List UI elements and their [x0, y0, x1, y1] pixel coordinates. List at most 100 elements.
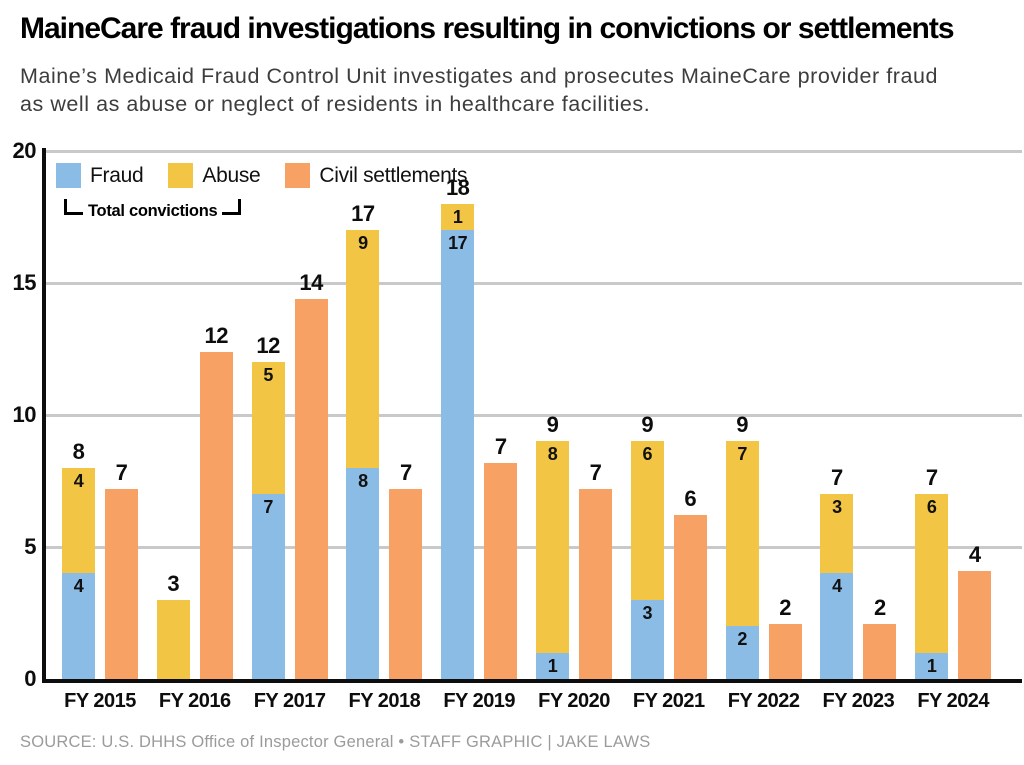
fraud-value-label: 4 — [832, 576, 842, 597]
bracket-right-line — [222, 199, 231, 215]
fraud-value-label: 2 — [737, 629, 747, 650]
civil-settlements-bar — [389, 488, 423, 679]
fraud-segment — [536, 652, 569, 679]
category-label: FY 2020 — [538, 690, 610, 712]
stacked-bar — [915, 494, 949, 679]
civil-settlements-bar — [863, 623, 897, 679]
stacked-bar — [346, 230, 380, 679]
civil-settlements-bar — [768, 623, 802, 679]
stacked-bar — [156, 599, 190, 679]
gridline — [46, 545, 1022, 549]
civil-settlements-label: 4 — [968, 541, 981, 567]
fraud-segment — [725, 626, 759, 679]
y-tick-label: 0 — [24, 666, 36, 691]
stacked-bar — [441, 203, 475, 679]
stacked-bar — [251, 362, 285, 679]
total-convictions-label: 8 — [72, 438, 85, 464]
bracket-label: Total convictions — [88, 202, 218, 220]
abuse-value-label: 5 — [263, 365, 273, 386]
civil-settlements-label: 7 — [494, 433, 507, 459]
civil-settlements-bar — [484, 462, 518, 679]
fraud-segment — [441, 230, 475, 679]
gridline — [46, 149, 1022, 153]
fraud-segment — [820, 573, 854, 679]
gridline — [46, 413, 1022, 417]
civil-settlements-bar — [958, 570, 992, 679]
abuse-segment — [156, 599, 190, 679]
abuse-segment — [536, 441, 569, 653]
total-convictions-label: 7 — [831, 465, 843, 491]
fraud-value-label: 1 — [547, 655, 558, 676]
fraud-value-label: 4 — [73, 576, 84, 597]
category-label: FY 2015 — [64, 690, 136, 712]
category-label: FY 2019 — [443, 690, 516, 712]
abuse-segment — [820, 494, 854, 574]
fraud-segment — [346, 467, 380, 679]
chart-subtitle: Maine’s Medicaid Fraud Control Unit inve… — [20, 64, 938, 117]
page-title: MaineCare fraud investigations resulting… — [20, 12, 955, 45]
abuse-value-label: 7 — [737, 444, 747, 465]
civil-settlements-label: 7 — [115, 459, 128, 485]
y-tick-label: 5 — [24, 534, 36, 559]
abuse-segment — [725, 441, 759, 627]
abuse-segment — [346, 230, 380, 468]
fraud-segment — [915, 652, 949, 679]
civil-settlements-label: 6 — [684, 486, 697, 512]
bracket-left-line — [75, 199, 83, 215]
fraud-swatch-icon — [56, 163, 81, 188]
fraud-value-label: 1 — [926, 655, 937, 676]
abuse-value-label: 3 — [832, 497, 842, 518]
civil-settlements-label: 2 — [874, 594, 886, 620]
civil-settlements-bar — [579, 488, 612, 679]
plot-area: 8 4 4 7 3 12 12 5 7 14 17 9 8 7 18 1 17 7 9 8 1 7 9 6 3 6 9 7 2 2 7 3 4 2… — [46, 149, 1022, 679]
fraud-segment — [62, 573, 95, 679]
total-convictions-label: 7 — [925, 465, 938, 491]
y-tick-label: 20 — [12, 138, 37, 163]
category-label: FY 2024 — [917, 690, 990, 712]
abuse-value-label: 9 — [358, 233, 368, 254]
total-convictions-label: 18 — [445, 174, 470, 200]
abuse-value-label: 8 — [547, 444, 558, 465]
category-label: FY 2022 — [727, 690, 800, 712]
stacked-bar — [725, 441, 759, 679]
bracket-left-corner-icon — [64, 199, 75, 215]
category-label: FY 2018 — [348, 690, 421, 712]
total-convictions-label: 12 — [256, 333, 280, 359]
fraud-segment — [630, 599, 664, 679]
total-convictions-label: 3 — [167, 570, 180, 596]
abuse-value-label: 4 — [73, 470, 84, 491]
civil-settlements-bar — [105, 488, 138, 679]
abuse-value-label: 6 — [926, 497, 937, 518]
y-axis-line — [42, 148, 46, 683]
civil-settlements-bar — [294, 298, 328, 679]
abuse-segment — [630, 441, 664, 600]
gridline — [46, 281, 1022, 285]
category-label: FY 2023 — [822, 690, 895, 712]
legend-label-fraud: Fraud — [90, 163, 144, 187]
civil-settlements-label: 7 — [589, 459, 602, 485]
abuse-segment — [441, 203, 475, 231]
fraud-value-label: 3 — [642, 602, 653, 623]
fraud-value-label: 17 — [448, 233, 468, 254]
stacked-bar — [536, 441, 569, 679]
category-label: FY 2016 — [158, 690, 231, 712]
chart-legend: Fraud Abuse Civil settlements — [56, 163, 483, 188]
fraud-value-label: 7 — [263, 497, 273, 518]
stacked-bar — [62, 467, 95, 679]
civil-settlements-bar — [673, 515, 707, 679]
total-convictions-label: 9 — [641, 412, 654, 438]
stacked-bar — [820, 494, 854, 679]
total-convictions-label: 9 — [546, 412, 559, 438]
civil-settlements-label: 2 — [779, 594, 791, 620]
abuse-segment — [915, 494, 949, 653]
y-tick-label: 10 — [12, 402, 37, 427]
fraud-value-label: 8 — [358, 470, 368, 491]
y-tick-label: 15 — [12, 270, 37, 295]
stacked-bar — [630, 441, 664, 679]
bracket-right-corner-icon — [230, 199, 242, 215]
legend-label-civil: Civil settlements — [319, 163, 468, 187]
x-axis-line — [42, 679, 1022, 683]
civil-settlements-bar — [199, 351, 233, 679]
abuse-value-label: 1 — [452, 206, 463, 227]
